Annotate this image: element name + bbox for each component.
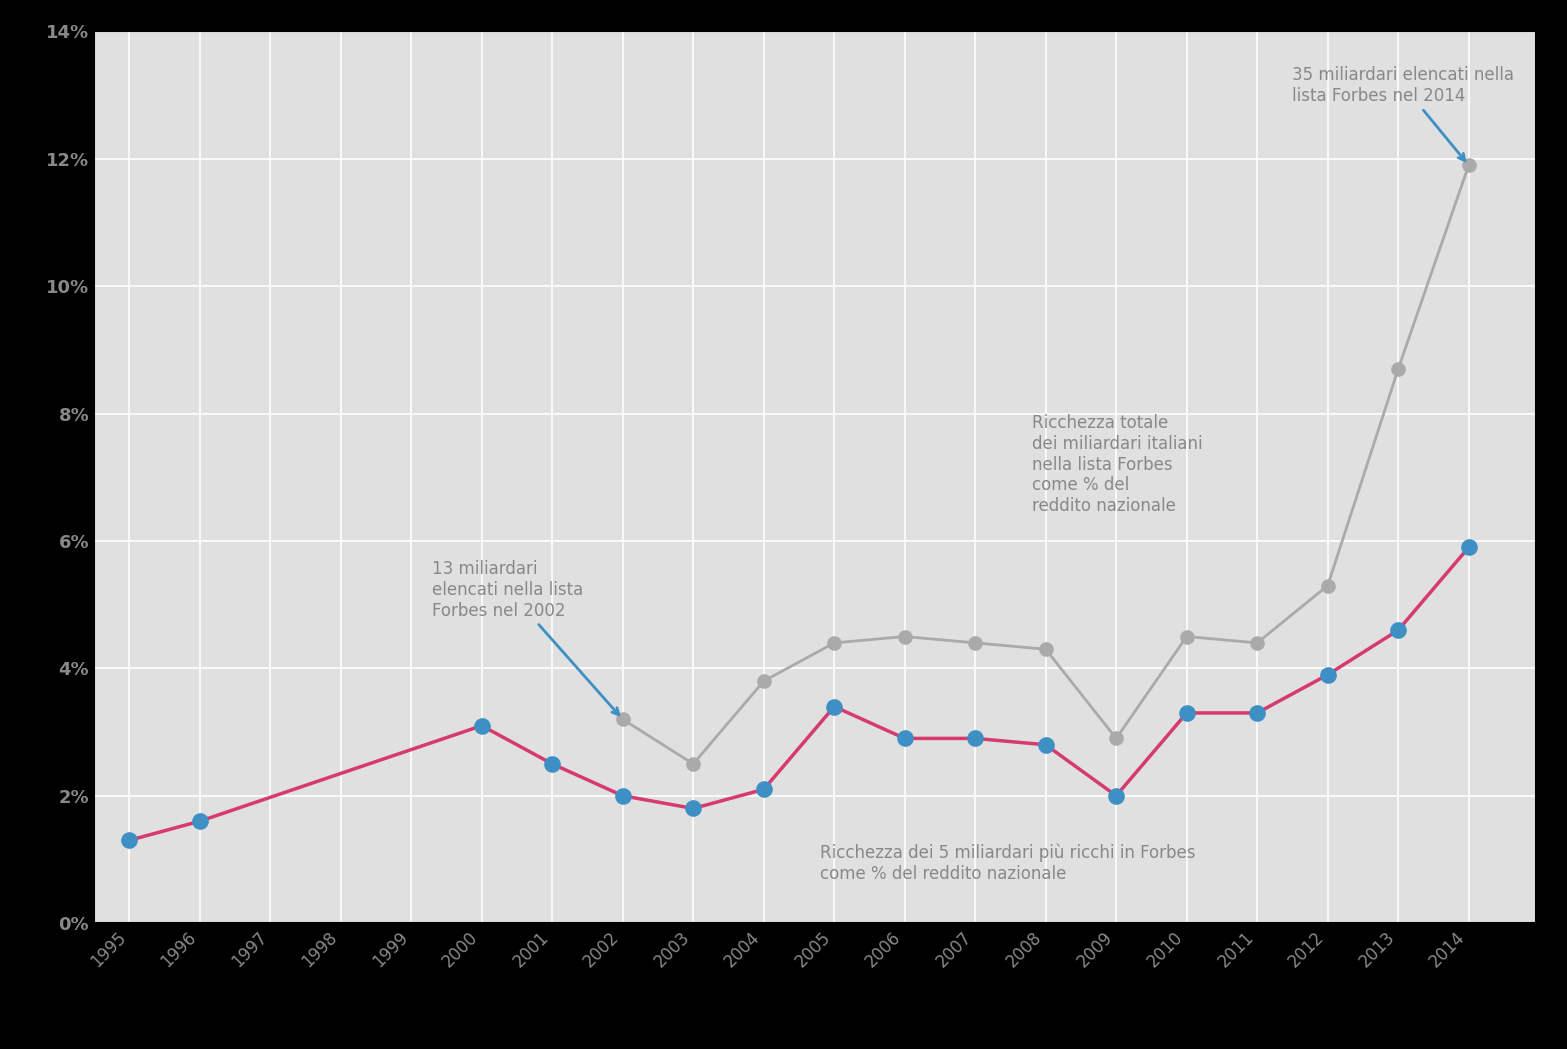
Point — [962, 635, 987, 651]
Point — [821, 699, 846, 715]
Point — [1033, 736, 1058, 753]
Point — [1174, 628, 1199, 645]
Point — [821, 635, 846, 651]
Point — [680, 800, 705, 817]
Point — [1315, 577, 1340, 594]
Point — [539, 755, 564, 772]
Point — [1385, 361, 1410, 378]
Point — [610, 788, 635, 805]
Text: Ricchezza dei 5 miliardari più ricchi in Forbes
come % del reddito nazionale: Ricchezza dei 5 miliardari più ricchi in… — [820, 843, 1196, 883]
Text: Ricchezza totale
dei miliardari italiani
nella lista Forbes
come % del
reddito n: Ricchezza totale dei miliardari italiani… — [1031, 414, 1202, 515]
Text: 35 miliardari elencati nella
lista Forbes nel 2014: 35 miliardari elencati nella lista Forbe… — [1293, 66, 1514, 160]
Point — [1103, 730, 1128, 747]
Point — [1174, 705, 1199, 722]
Point — [1244, 705, 1269, 722]
Point — [1244, 635, 1269, 651]
Point — [892, 730, 917, 747]
Point — [469, 718, 494, 734]
Point — [962, 730, 987, 747]
Point — [892, 628, 917, 645]
Point — [610, 711, 635, 728]
Point — [751, 672, 776, 689]
Point — [751, 780, 776, 797]
Point — [1456, 157, 1481, 174]
Point — [1033, 641, 1058, 658]
Point — [186, 813, 212, 830]
Point — [1456, 539, 1481, 556]
Point — [1315, 666, 1340, 683]
Point — [116, 832, 141, 849]
Point — [1103, 788, 1128, 805]
Text: 13 miliardari
elencati nella lista
Forbes nel 2002: 13 miliardari elencati nella lista Forbe… — [432, 560, 619, 715]
Point — [680, 755, 705, 772]
Point — [1385, 622, 1410, 639]
